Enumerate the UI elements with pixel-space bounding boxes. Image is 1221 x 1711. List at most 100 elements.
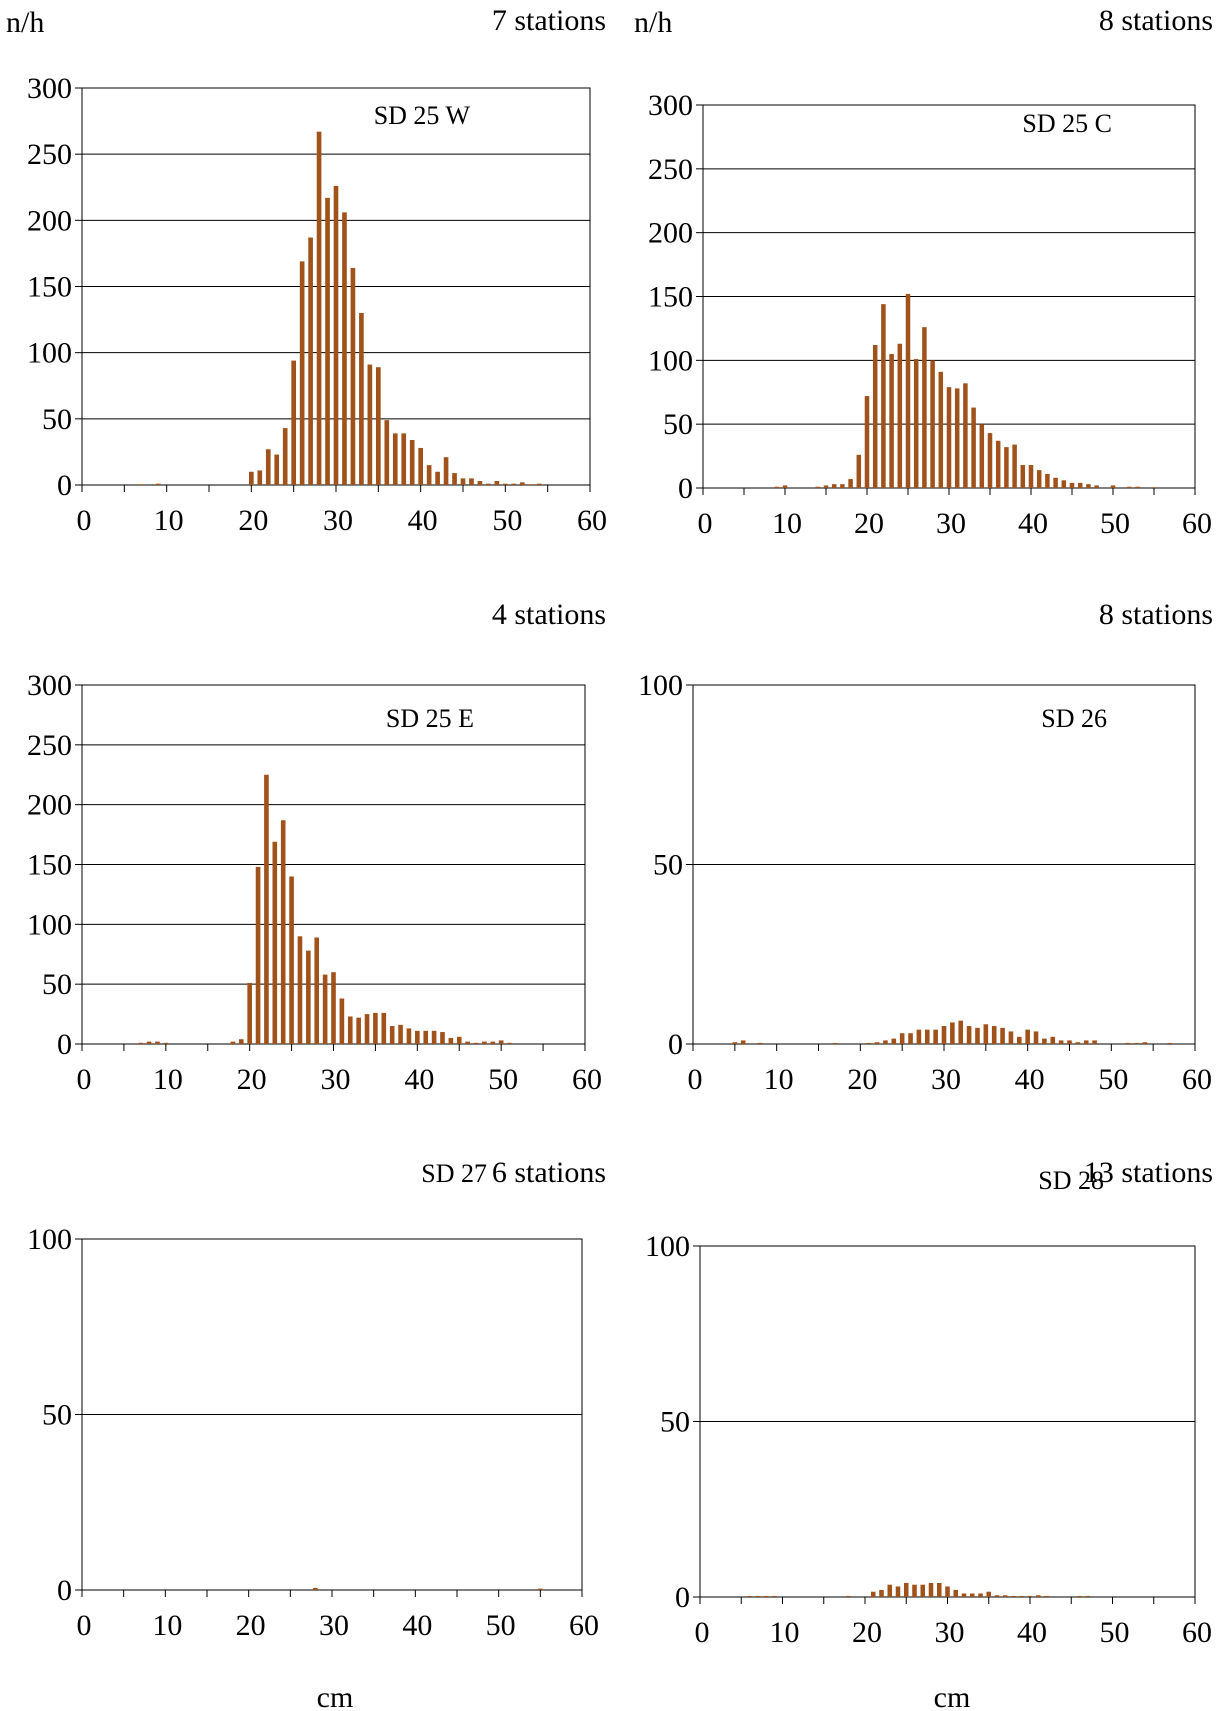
bar — [782, 485, 788, 488]
y-tick-label: 150 — [27, 849, 72, 882]
bar — [297, 936, 303, 1044]
bar — [823, 485, 829, 488]
bar — [916, 1029, 922, 1044]
x-tick-label: 0 — [77, 1609, 92, 1642]
bar — [924, 1029, 930, 1044]
bar — [1000, 1027, 1005, 1044]
x-tick-label: 60 — [572, 1063, 602, 1096]
bar — [994, 1595, 1000, 1597]
x-tick-label: 20 — [847, 1063, 877, 1096]
bar — [905, 293, 911, 488]
x-tick-label: 40 — [408, 504, 438, 537]
x-tick-label: 20 — [854, 507, 884, 540]
bar — [1110, 485, 1116, 488]
chart-panel-3: 0 50 100 150 200 250 300 0 10 20 30 40 50 60 SD 25 E 4 … — [27, 598, 606, 1096]
bar — [255, 866, 261, 1044]
bar — [247, 982, 252, 1044]
bar — [356, 1017, 361, 1044]
bar — [930, 360, 935, 488]
bar — [1036, 470, 1042, 488]
bar — [971, 407, 976, 488]
bar — [282, 428, 288, 485]
bar — [274, 454, 280, 485]
y-axis-unit: n/h — [6, 6, 44, 39]
bar — [870, 1591, 876, 1597]
x-axis-label: cm — [317, 1681, 354, 1711]
x-tick-label: 0 — [695, 1616, 710, 1649]
bar — [299, 261, 305, 485]
bar — [881, 304, 886, 488]
bar — [322, 974, 328, 1044]
x-tick-label: 50 — [1100, 1616, 1130, 1649]
bar — [963, 383, 968, 488]
bar — [418, 447, 423, 485]
x-tick-label: 50 — [492, 504, 522, 537]
bar — [490, 1041, 496, 1044]
x-tick-label: 40 — [402, 1609, 432, 1642]
bar — [389, 1026, 395, 1044]
bar — [511, 483, 517, 485]
bar — [503, 483, 508, 485]
bar — [1012, 444, 1017, 488]
bar — [265, 449, 271, 485]
bar — [443, 457, 449, 485]
bar — [469, 478, 474, 485]
panel-title: SD 25 C — [1022, 109, 1112, 138]
x-tick-label: 10 — [152, 1609, 182, 1642]
bar — [435, 471, 440, 485]
y-tick-label: 100 — [648, 344, 693, 377]
bar — [883, 1040, 888, 1044]
bar — [138, 484, 144, 485]
bar — [398, 1024, 403, 1044]
bar — [536, 483, 542, 485]
bar — [983, 1024, 989, 1044]
bar — [1004, 447, 1009, 488]
bar — [155, 1041, 160, 1044]
y-tick-label: 50 — [42, 403, 72, 436]
bar — [384, 420, 390, 485]
stations-label: 13 stations — [1084, 1156, 1213, 1189]
y-tick-label: 50 — [42, 1399, 72, 1432]
bar — [1086, 484, 1091, 488]
bar — [1134, 1042, 1139, 1044]
x-tick-label: 50 — [1100, 507, 1130, 540]
y-tick-label: 0 — [668, 1028, 683, 1061]
x-tick-label: 30 — [321, 1063, 351, 1096]
stations-label: 8 stations — [1099, 598, 1213, 631]
bar — [376, 367, 381, 485]
chart-panel-5: 0 50 100 0 10 20 30 40 50 60 SD 27 6 stations cm — [27, 1156, 606, 1711]
bar — [1016, 1036, 1022, 1044]
y-tick-label: 300 — [27, 669, 72, 702]
x-tick-label: 50 — [486, 1609, 516, 1642]
x-tick-label: 60 — [1182, 1616, 1212, 1649]
bar — [846, 1595, 851, 1597]
bar — [928, 1582, 934, 1597]
bar — [415, 1030, 420, 1044]
bar — [879, 1589, 884, 1597]
y-tick-label: 200 — [27, 204, 72, 237]
x-tick-label: 0 — [77, 504, 92, 537]
bar — [1077, 482, 1083, 488]
bar — [528, 484, 534, 485]
bar — [473, 1042, 479, 1044]
bar — [899, 1033, 905, 1044]
bar — [950, 1022, 955, 1044]
bar — [954, 388, 960, 488]
x-axis-label: cm — [934, 1681, 971, 1711]
y-tick-label: 150 — [27, 271, 72, 304]
bar — [1050, 1036, 1056, 1044]
bar — [426, 465, 432, 485]
stations-label: 7 stations — [492, 4, 606, 37]
x-tick-label: 60 — [577, 504, 607, 537]
x-tick-label: 50 — [1098, 1063, 1128, 1096]
bar — [452, 473, 457, 485]
bar — [895, 1586, 901, 1597]
bar — [431, 1030, 437, 1044]
bar — [986, 1591, 992, 1597]
bar — [1127, 486, 1132, 488]
bar — [889, 353, 894, 488]
x-tick-label: 10 — [772, 507, 802, 540]
bar — [1085, 1595, 1091, 1597]
